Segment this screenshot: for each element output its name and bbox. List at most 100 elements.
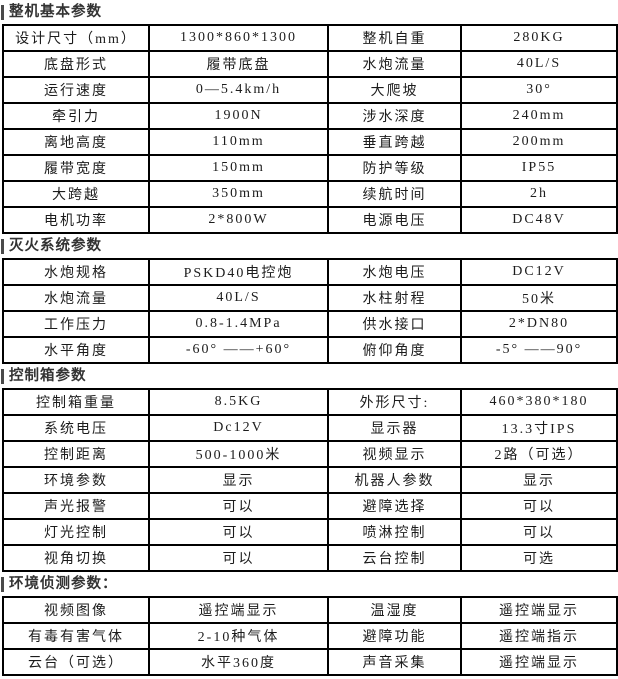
- param-label-cell: 外形尺寸:: [327, 388, 462, 416]
- param-value-cell: 遥控端显示: [460, 596, 618, 624]
- section-title: 整机基本参数: [9, 4, 102, 20]
- param-value-cell: 0—5.4km/h: [148, 76, 329, 104]
- param-value-cell: 280KG: [460, 24, 618, 52]
- table-row: 水炮流量 40L/S 水柱射程 50米: [2, 284, 618, 312]
- param-value-cell: 1900N: [148, 102, 329, 130]
- section-header: 灭火系统参数: [1, 238, 618, 255]
- section-marker-icon: [1, 369, 4, 384]
- param-value-cell: -60° ——+60°: [148, 336, 329, 364]
- param-label-cell: 工作压力: [2, 310, 150, 338]
- param-value-cell: -5° ——90°: [460, 336, 618, 364]
- param-value-cell: 350mm: [148, 180, 329, 208]
- param-value-cell: 500-1000米: [148, 440, 329, 468]
- param-value-cell: 可以: [460, 492, 618, 520]
- table-row: 运行速度 0—5.4km/h 大爬坡 30°: [2, 76, 618, 104]
- param-value-cell: 可以: [460, 518, 618, 546]
- section-title: 灭火系统参数: [9, 238, 102, 254]
- table-row: 履带宽度 150mm 防护等级 IP55: [2, 154, 618, 182]
- param-label-cell: 履带宽度: [2, 154, 150, 182]
- param-label-cell: 水平角度: [2, 336, 150, 364]
- table-row: 工作压力 0.8-1.4MPa 供水接口 2*DN80: [2, 310, 618, 338]
- table-row: 大跨越 350mm 续航时间 2h: [2, 180, 618, 208]
- param-label-cell: 运行速度: [2, 76, 150, 104]
- param-label-cell: 电源电压: [327, 206, 462, 234]
- param-label-cell: 大跨越: [2, 180, 150, 208]
- param-label-cell: 水炮流量: [327, 50, 462, 78]
- param-label-cell: 垂直跨越: [327, 128, 462, 156]
- param-label-cell: 设计尺寸（mm）: [2, 24, 150, 52]
- param-label-cell: 续航时间: [327, 180, 462, 208]
- param-value-cell: 2h: [460, 180, 618, 208]
- param-value-cell: 240mm: [460, 102, 618, 130]
- param-value-cell: 水平360度: [148, 648, 329, 676]
- spec-table: 控制箱重量 8.5KG 外形尺寸: 460*380*180 系统电压 Dc12V 显示器 13…: [2, 388, 618, 572]
- table-row: 牵引力 1900N 涉水深度 240mm: [2, 102, 618, 130]
- table-row: 水炮规格 PSKD40电控炮 水炮电压 DC12V: [2, 258, 618, 286]
- param-label-cell: 避障功能: [327, 622, 462, 650]
- param-value-cell: 8.5KG: [148, 388, 329, 416]
- table-row: 环境参数 显示 机器人参数 显示: [2, 466, 618, 494]
- param-value-cell: 40L/S: [460, 50, 618, 78]
- table-row: 底盘形式 履带底盘 水炮流量 40L/S: [2, 50, 618, 78]
- section-marker-icon: [1, 239, 4, 254]
- param-value-cell: 50米: [460, 284, 618, 312]
- param-value-cell: 0.8-1.4MPa: [148, 310, 329, 338]
- section-marker-icon: [1, 577, 4, 592]
- param-label-cell: 避障选择: [327, 492, 462, 520]
- table-row: 电机功率 2*800W 电源电压 DC48V: [2, 206, 618, 234]
- table-row: 控制距离 500-1000米 视频显示 2路（可选）: [2, 440, 618, 468]
- param-label-cell: 有毒有害气体: [2, 622, 150, 650]
- param-value-cell: PSKD40电控炮: [148, 258, 329, 286]
- param-value-cell: DC12V: [460, 258, 618, 286]
- section-header: 环境侦测参数：: [1, 576, 618, 593]
- param-label-cell: 视角切换: [2, 544, 150, 572]
- param-value-cell: DC48V: [460, 206, 618, 234]
- table-row: 声光报警 可以 避障选择 可以: [2, 492, 618, 520]
- table-row: 控制箱重量 8.5KG 外形尺寸: 460*380*180: [2, 388, 618, 416]
- param-value-cell: 履带底盘: [148, 50, 329, 78]
- param-label-cell: 水柱射程: [327, 284, 462, 312]
- param-value-cell: IP55: [460, 154, 618, 182]
- param-label-cell: 大爬坡: [327, 76, 462, 104]
- param-value-cell: 40L/S: [148, 284, 329, 312]
- param-label-cell: 声光报警: [2, 492, 150, 520]
- param-label-cell: 水炮流量: [2, 284, 150, 312]
- param-label-cell: 离地高度: [2, 128, 150, 156]
- param-value-cell: 可以: [148, 492, 329, 520]
- param-value-cell: 13.3寸IPS: [460, 414, 618, 442]
- param-label-cell: 云台（可选）: [2, 648, 150, 676]
- spec-table: 水炮规格 PSKD40电控炮 水炮电压 DC12V 水炮流量 40L/S 水柱射程 50米 工作…: [2, 258, 618, 364]
- param-value-cell: 2*800W: [148, 206, 329, 234]
- param-value-cell: 460*380*180: [460, 388, 618, 416]
- param-value-cell: 2*DN80: [460, 310, 618, 338]
- param-value-cell: 200mm: [460, 128, 618, 156]
- param-label-cell: 俯仰角度: [327, 336, 462, 364]
- param-label-cell: 水炮电压: [327, 258, 462, 286]
- param-value-cell: 150mm: [148, 154, 329, 182]
- param-label-cell: 机器人参数: [327, 466, 462, 494]
- table-row: 有毒有害气体 2-10种气体 避障功能 遥控端指示: [2, 622, 618, 650]
- param-value-cell: 遥控端指示: [460, 622, 618, 650]
- param-label-cell: 视频显示: [327, 440, 462, 468]
- param-value-cell: 2-10种气体: [148, 622, 329, 650]
- param-label-cell: 防护等级: [327, 154, 462, 182]
- section-marker-icon: [1, 5, 4, 20]
- section-header: 整机基本参数: [1, 4, 618, 21]
- table-row: 设计尺寸（mm） 1300*860*1300 整机自重 280KG: [2, 24, 618, 52]
- spec-sheet: 整机基本参数设计尺寸（mm） 1300*860*1300 整机自重 280KG 底盘形式…: [0, 4, 618, 676]
- table-row: 系统电压 Dc12V 显示器 13.3寸IPS: [2, 414, 618, 442]
- param-label-cell: 显示器: [327, 414, 462, 442]
- param-label-cell: 系统电压: [2, 414, 150, 442]
- param-label-cell: 供水接口: [327, 310, 462, 338]
- param-label-cell: 温湿度: [327, 596, 462, 624]
- param-value-cell: 显示: [460, 466, 618, 494]
- param-label-cell: 云台控制: [327, 544, 462, 572]
- param-label-cell: 电机功率: [2, 206, 150, 234]
- table-row: 云台（可选） 水平360度 声音采集 遥控端显示: [2, 648, 618, 676]
- section-title: 环境侦测参数：: [9, 576, 118, 592]
- param-label-cell: 声音采集: [327, 648, 462, 676]
- param-label-cell: 底盘形式: [2, 50, 150, 78]
- param-value-cell: 可以: [148, 544, 329, 572]
- table-row: 水平角度 -60° ——+60° 俯仰角度 -5° ——90°: [2, 336, 618, 364]
- table-row: 灯光控制 可以 喷淋控制 可以: [2, 518, 618, 546]
